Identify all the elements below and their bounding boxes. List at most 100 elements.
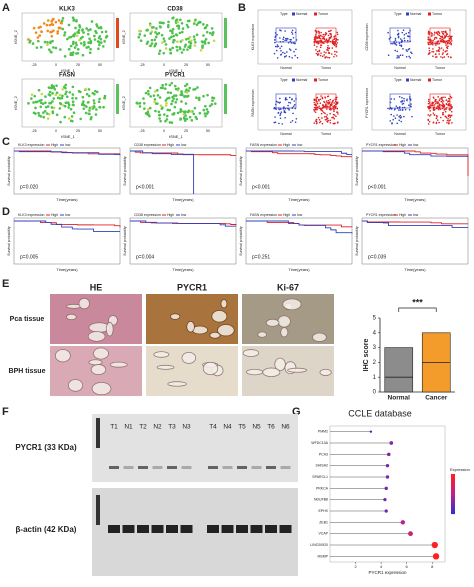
tsne-cell xyxy=(51,46,55,49)
legend-key xyxy=(428,78,431,82)
sample-point xyxy=(316,97,318,99)
tsne-cell xyxy=(65,95,69,99)
tsne-cell xyxy=(148,86,152,90)
axis-label: Time(years) xyxy=(288,197,310,202)
tsne-cell xyxy=(204,104,207,108)
tsne-cell xyxy=(184,110,187,114)
sample-point xyxy=(336,107,339,110)
tsne-cell xyxy=(40,30,43,33)
sample-point xyxy=(334,98,336,101)
tsne-cell xyxy=(201,40,205,44)
sample-point xyxy=(323,51,326,53)
sample-point xyxy=(330,36,332,38)
tsne-cell xyxy=(178,31,182,35)
sample-point xyxy=(276,33,278,36)
tsne-cell xyxy=(55,113,59,117)
axis-tick-label: -25 xyxy=(139,63,144,67)
tsne-cell xyxy=(85,27,88,30)
x-tick-label: Tumor xyxy=(435,66,446,70)
x-tick-label: Normal xyxy=(394,66,406,70)
y-tick-label: EPHX xyxy=(318,509,328,513)
tsne-cell xyxy=(212,39,216,43)
sample-point xyxy=(328,47,331,50)
tsne-cell xyxy=(181,38,184,42)
gland xyxy=(156,364,175,370)
chart-title: CCLE database xyxy=(348,408,412,418)
tsne-cell xyxy=(192,22,196,25)
sample-point xyxy=(279,101,281,104)
gland xyxy=(66,313,77,321)
tsne-cell xyxy=(86,32,90,36)
tsne-cell xyxy=(30,97,33,100)
tsne-cell xyxy=(203,112,207,115)
sample-point xyxy=(430,42,433,45)
tsne-cell xyxy=(154,31,157,34)
sample-point xyxy=(314,111,317,114)
tsne-cell xyxy=(92,105,96,109)
axis-label: Time(years) xyxy=(172,197,194,202)
tsne-cell xyxy=(93,38,97,41)
tsne-cell xyxy=(56,32,59,35)
x-tick-label: Normal xyxy=(394,132,406,136)
tsne-cell xyxy=(68,91,72,94)
sample-point xyxy=(392,118,394,121)
tsne-cell xyxy=(156,94,160,97)
sample-point xyxy=(439,37,441,40)
tsne-cell xyxy=(150,26,154,29)
sample-point xyxy=(393,42,396,45)
sample-point xyxy=(445,99,448,101)
sample-point xyxy=(390,98,393,100)
tsne-cell xyxy=(39,45,43,49)
colorbar xyxy=(451,476,455,479)
tsne-cell xyxy=(186,25,190,29)
tsne-cell xyxy=(150,42,154,45)
tsne-cell xyxy=(28,41,31,44)
sample-point xyxy=(326,114,328,116)
sample-point xyxy=(410,51,412,53)
plot-title: CD38 xyxy=(167,7,183,13)
gland xyxy=(282,298,302,311)
sample-point xyxy=(439,116,442,119)
sample-point xyxy=(443,104,446,106)
tsne-cell xyxy=(84,111,88,115)
sample-point xyxy=(336,101,339,103)
tsne-cell xyxy=(181,27,185,30)
tsne-cell xyxy=(49,50,52,53)
column-header: HE xyxy=(90,282,103,292)
tsne-cell xyxy=(158,49,162,53)
sample-point xyxy=(337,38,339,41)
tsne-cell xyxy=(37,111,40,115)
tsne-cell xyxy=(65,90,68,94)
sample-point xyxy=(447,45,449,47)
tsne-cell xyxy=(164,104,168,107)
sample-point xyxy=(333,117,336,120)
sample-point xyxy=(326,101,328,104)
sample-point xyxy=(274,107,276,110)
sample-point xyxy=(280,45,283,48)
tsne-cell xyxy=(193,38,196,41)
tsne-cell xyxy=(174,19,178,22)
tsne-cell xyxy=(202,34,205,37)
tsne-cell xyxy=(179,110,182,114)
sample-point xyxy=(437,40,440,43)
plot-frame xyxy=(13,147,121,195)
tsne-cell xyxy=(89,41,93,45)
tsne-cell xyxy=(138,105,142,108)
gland xyxy=(220,299,228,309)
plot-title: PYCR1 xyxy=(165,73,186,79)
tsne-cell xyxy=(167,23,170,27)
x-tick-label: Normal xyxy=(388,395,411,402)
tsne-cell xyxy=(210,27,214,30)
sample-point xyxy=(428,53,430,55)
sample-point xyxy=(318,32,320,35)
sample-point xyxy=(330,102,333,104)
axis-label: IHC score xyxy=(363,339,370,372)
sample-point xyxy=(284,56,286,58)
sample-point xyxy=(393,98,396,100)
sample-point xyxy=(432,48,434,50)
tsne-cell xyxy=(53,87,57,91)
sample-point xyxy=(284,111,287,114)
tsne-cell xyxy=(170,121,174,124)
tsne-cell xyxy=(97,100,101,104)
